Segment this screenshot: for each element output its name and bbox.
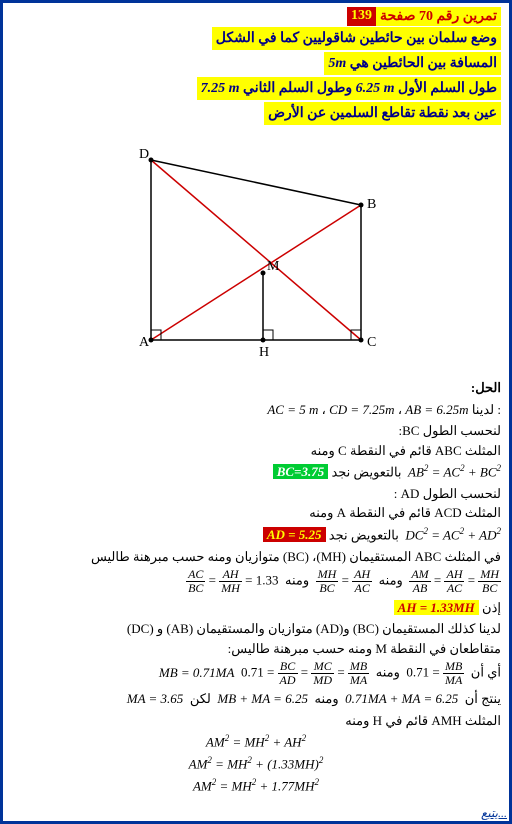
continue-text: ...يتبع: [3, 806, 509, 821]
solution-heading: الحل:: [11, 378, 501, 398]
given-line: AC = 5 m ، CD = 7.25m ، AB = 6.25m لدينا…: [11, 400, 501, 420]
tri-amh: المثلث AMH قائم في H ومنه: [11, 711, 501, 731]
label-A: A: [139, 335, 150, 350]
label-C: C: [367, 335, 376, 350]
eq-bc-line: BC=3.75 بالتعويض نجد AB2 = AC2 + BC2: [11, 462, 501, 482]
title-part2: 139: [347, 7, 376, 26]
ah-result-line: AH = 1.33MH إذن: [11, 598, 501, 618]
final-eq1: AM2 = MH2 + AH2: [11, 732, 501, 752]
solution-body: الحل: AC = 5 m ، CD = 7.25m ، AB = 6.25m…: [11, 378, 501, 796]
tri-acd: المثلث ACD قائم في النقطة A ومنه: [11, 503, 501, 523]
eq-ad-line: AD = 5.25 بالتعويض نجد DC2 = AC2 + AD2: [11, 525, 501, 545]
diagram-svg: A B C D H M: [111, 130, 401, 370]
thales-frac-2: MB = 0.71MA أي أن MBMA = 0.71 ومنه MBMA …: [11, 660, 501, 687]
problem-line3: طول السلم الأول 6.25 m وطول السلم الثاني…: [197, 77, 501, 100]
label-B: B: [367, 197, 376, 212]
calc-ad-label: لنحسب الطول AD :: [11, 484, 501, 504]
problem-statement: وضع سلمان بين حائطين شاقوليين كما في الش…: [11, 26, 501, 126]
problem-line1: وضع سلمان بين حائطين شاقوليين كما في الش…: [212, 27, 501, 50]
final-eq2: AM2 = MH2 + (1.33MH)2: [11, 754, 501, 774]
label-M: M: [267, 259, 280, 274]
final-eq3: AM2 = MH2 + 1.77MH2: [11, 776, 501, 796]
thales2b: متقاطعان في النقطة M ومنه حسب مبرهنة طال…: [11, 639, 501, 659]
title-part1: تمرين رقم 70 صفحة: [376, 7, 501, 26]
label-D: D: [139, 147, 149, 162]
mb-ma-line: MA = 3.65 ينتج أن 0.71MA + MA = 6.25 ومن…: [11, 689, 501, 709]
thales1: في المثلث ABC المستقيمان (MH)، (BC) متوا…: [11, 547, 501, 567]
calc-bc-label: لنحسب الطول BC:: [11, 421, 501, 441]
thales-frac-1: ACBC = AHMH = 1.33 ومنه AHAC = MHBC ومنه…: [11, 568, 501, 595]
exercise-title: تمرين رقم 70 صفحة 139: [11, 7, 501, 26]
problem-line2: المسافة بين الحائطين هي 5m: [324, 52, 501, 75]
tri-abc: المثلث ABC قائم في النقطة C ومنه: [11, 441, 501, 461]
problem-line4: عين بعد نقطة تقاطع السلمين عن الأرض: [264, 102, 501, 125]
thales2a: لدينا كذلك المستقيمان (BC) و(AD) متوازيا…: [11, 619, 501, 639]
geometry-diagram: A B C D H M: [11, 130, 501, 374]
label-H: H: [259, 345, 269, 360]
